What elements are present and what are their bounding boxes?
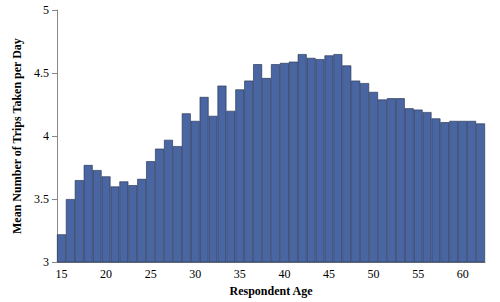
svg-text:3: 3	[43, 255, 49, 269]
svg-text:55: 55	[412, 267, 424, 281]
svg-text:30: 30	[189, 267, 201, 281]
svg-text:15: 15	[55, 267, 67, 281]
svg-text:45: 45	[323, 267, 335, 281]
svg-text:4: 4	[43, 129, 49, 143]
svg-text:5: 5	[43, 3, 49, 17]
svg-text:3.5: 3.5	[34, 192, 49, 206]
svg-text:50: 50	[368, 267, 380, 281]
svg-text:20: 20	[100, 267, 112, 281]
svg-text:60: 60	[457, 267, 469, 281]
svg-text:40: 40	[278, 267, 290, 281]
svg-text:Mean Number of Trips Taken per: Mean Number of Trips Taken per Day	[10, 38, 24, 234]
svg-text:35: 35	[234, 267, 246, 281]
svg-text:25: 25	[145, 267, 157, 281]
svg-text:Respondent Age: Respondent Age	[229, 284, 313, 298]
svg-text:4.5: 4.5	[34, 66, 49, 80]
